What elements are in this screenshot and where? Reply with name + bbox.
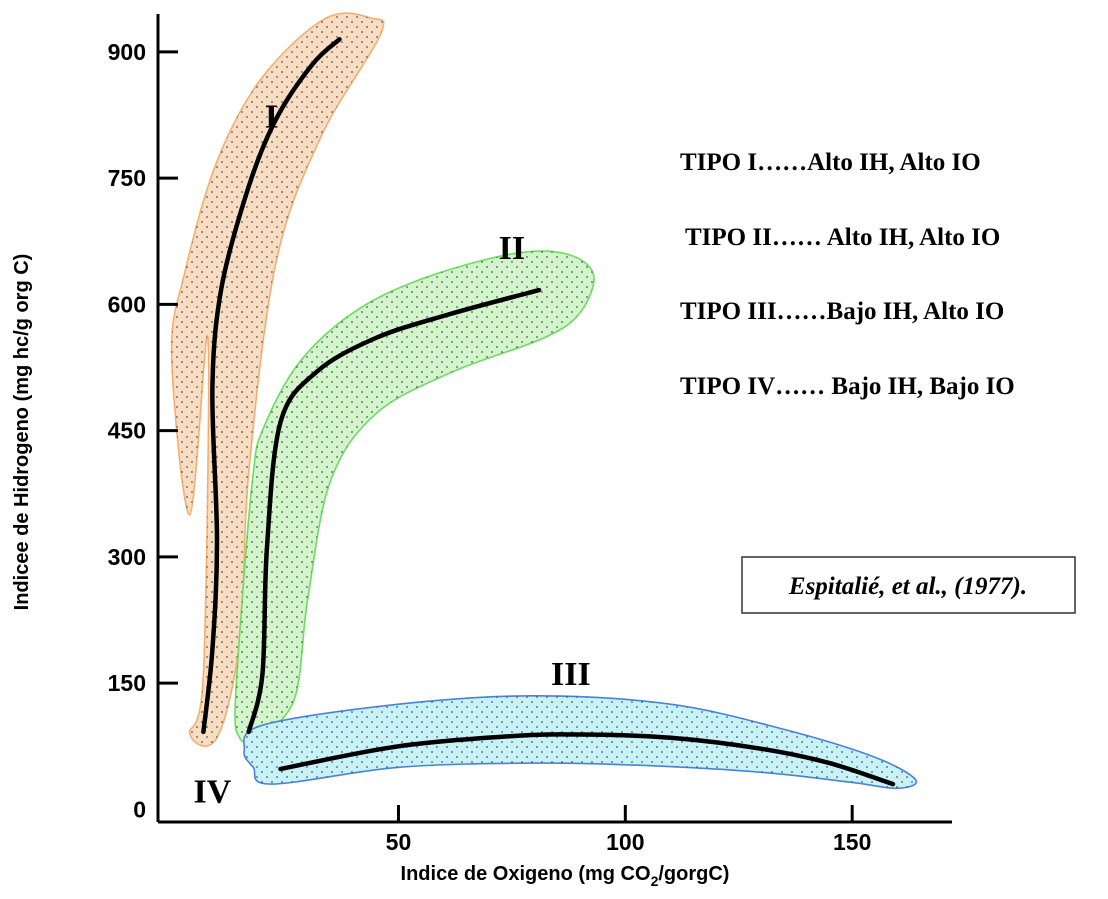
y-tick-label: 900 [108,39,146,65]
y-tick-label: 600 [108,291,146,317]
legend-line: TIPO I……Alto IH, Alto IO [680,149,981,176]
citation-frame [741,556,1076,614]
y-axis-label: Indicee de Hidrogeno (mg hc/g org C) [11,254,33,611]
series-II-line [246,287,542,735]
legend-line: TIPO II…… Alto IH, Alto IO [685,224,1000,251]
y-tick-label: 150 [108,670,146,696]
legend: TIPO I……Alto IH, Alto IO TIPO II…… Alto … [680,149,1015,400]
region-I-dots [171,13,384,747]
x-axis-label-suffix: /gorgC) [658,863,729,885]
x-tick-label: 150 [833,829,871,855]
x-tick-label: 50 [386,829,412,855]
y-tick-label: 450 [108,418,146,444]
region-III-dots [243,695,917,789]
legend-line: TIPO III……Bajo IH, Alto IO [680,298,1004,325]
legend-line: TIPO IV…… Bajo IH, Bajo IO [680,373,1015,400]
citation-box: Espitalié, et al., (1977). [741,556,1076,614]
axis-ticks: 0 150 300 450 600 750 900 50 100 150 [108,39,872,855]
series-III-line [278,732,896,787]
x-axis-label: Indice de Oxigeno (mg CO2/gorgC) [401,863,730,889]
series-I-line [201,37,342,735]
x-axis-label-prefix: Indice de Oxigeno (mg CO [401,863,651,885]
region-II-dots [234,251,594,743]
region-label: II [499,230,525,267]
region-label: III [551,656,591,693]
kerogen-type-regions [170,12,918,790]
citation-text: Espitalié, et al., (1977). [788,573,1027,600]
chart-axes [156,14,952,824]
region-label: IV [194,774,232,811]
y-tick-label: 300 [108,544,146,570]
y-tick-label: 0 [133,796,146,822]
y-tick-label: 750 [108,165,146,191]
x-tick-label: 100 [606,829,644,855]
kerogen-type-curves [201,37,896,787]
region-label: I [265,99,278,136]
x-axis-label-subscript: 2 [651,873,659,889]
